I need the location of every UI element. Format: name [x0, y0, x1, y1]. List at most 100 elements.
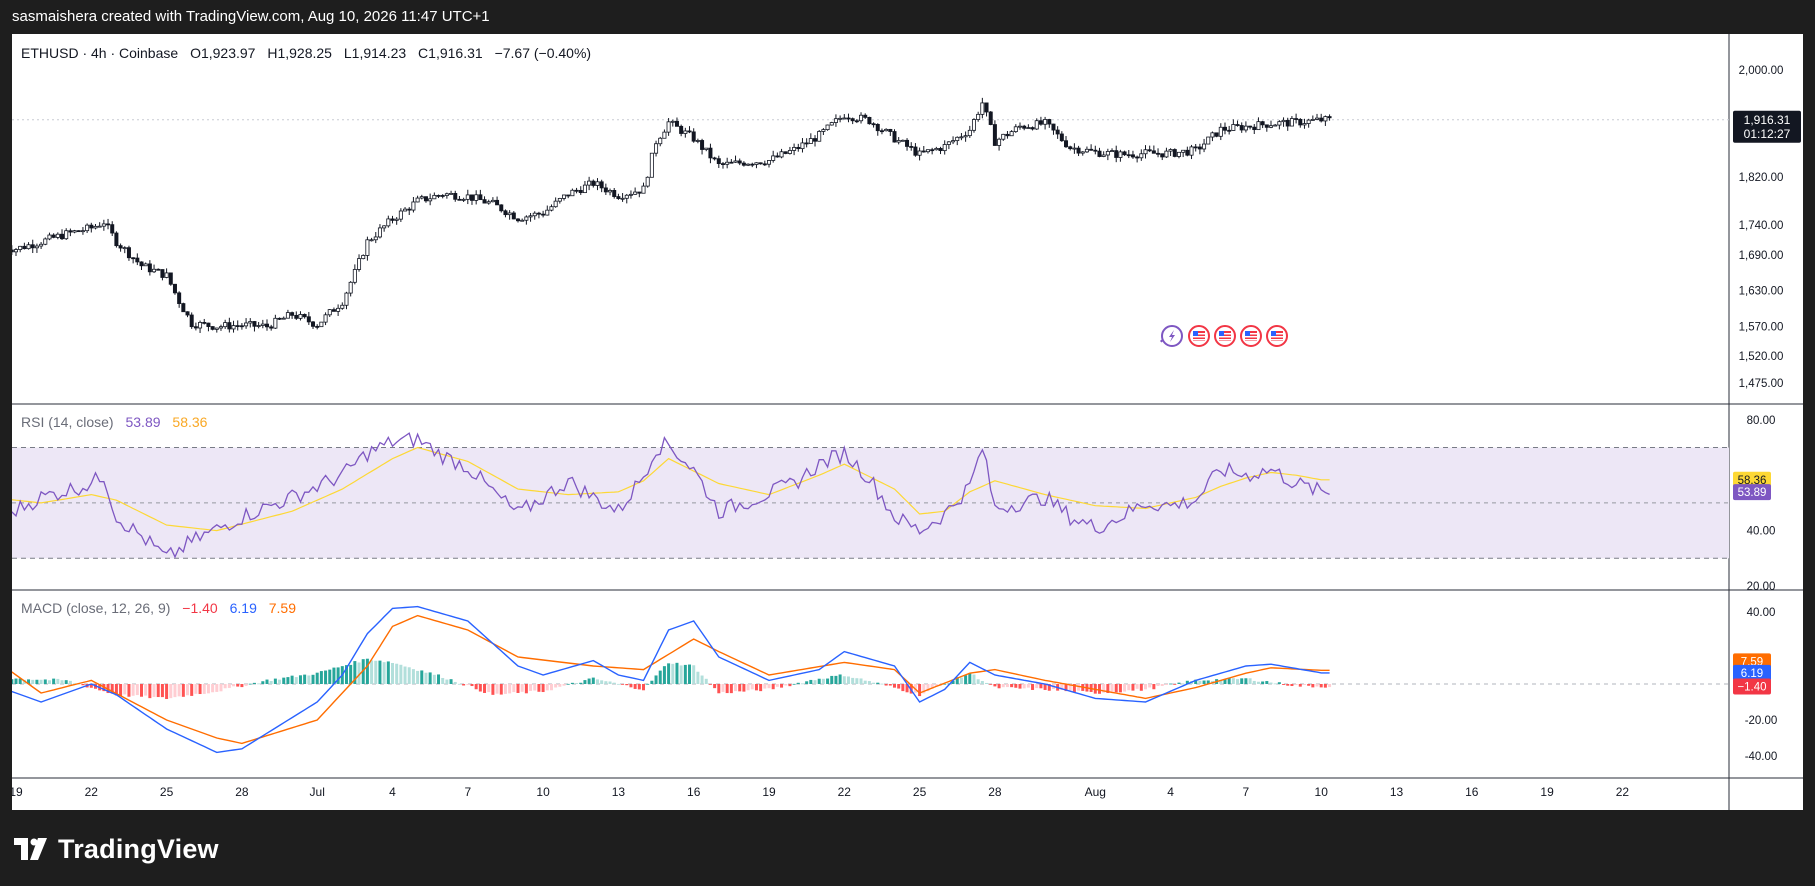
macd-histogram-bar — [549, 684, 553, 691]
candle — [1269, 120, 1274, 129]
rsi-axis-ticks: 80.00 40.00 20.00 — [1747, 415, 1776, 593]
candle — [206, 322, 211, 332]
macd-histogram-bar — [976, 679, 980, 684]
macd-histogram-bar — [851, 677, 855, 684]
candle — [398, 208, 403, 222]
candle — [955, 136, 960, 146]
candle — [758, 162, 763, 165]
candle — [603, 183, 608, 196]
low-value: 1,914.23 — [352, 45, 407, 61]
candle — [415, 195, 420, 203]
candle — [566, 194, 571, 199]
macd-histogram-bar — [1227, 677, 1231, 684]
macd-histogram-bar — [792, 683, 796, 685]
macd-histogram-bar — [566, 683, 570, 685]
candle — [306, 311, 311, 325]
candle — [1214, 132, 1219, 138]
candle — [1072, 143, 1077, 154]
candle — [394, 217, 399, 225]
macd-histogram-bar — [257, 683, 261, 685]
candle — [114, 231, 119, 248]
candle — [331, 307, 336, 312]
candle — [1143, 145, 1148, 159]
svg-text:53.89: 53.89 — [1738, 487, 1767, 499]
candle — [1306, 118, 1311, 128]
macd-histogram-bar — [846, 676, 850, 684]
time-axis-tick-label: 28 — [235, 785, 249, 799]
macd-histogram-bar — [930, 684, 934, 689]
macd-histogram-bar — [901, 684, 905, 692]
macd-histogram-bar — [1102, 684, 1106, 693]
candle — [1055, 126, 1060, 139]
candle — [1281, 117, 1286, 127]
candle — [825, 124, 830, 131]
us-flag-event-icon[interactable] — [1188, 325, 1210, 347]
macd-histogram-bar — [788, 684, 792, 687]
events-row[interactable] — [1160, 325, 1288, 347]
macd-histogram-bar — [194, 684, 198, 694]
candle — [252, 321, 257, 332]
candle — [382, 225, 387, 232]
candle — [896, 137, 901, 145]
macd-histogram-bar — [1144, 684, 1147, 690]
macd-histogram-bar — [897, 684, 901, 689]
macd-histogram-bar — [1206, 680, 1210, 684]
us-flag-event-icon[interactable] — [1240, 325, 1262, 347]
candle — [708, 143, 713, 164]
us-flag-event-icon[interactable] — [1266, 325, 1288, 347]
candle — [971, 118, 976, 133]
macd-histogram-bar — [650, 680, 654, 684]
candle — [1164, 147, 1169, 158]
macd-histogram-bar — [1022, 684, 1026, 689]
candle — [704, 147, 709, 152]
candle — [1260, 120, 1265, 129]
candle — [1105, 148, 1110, 161]
candle — [1197, 143, 1202, 155]
macd-histogram-bar — [206, 684, 210, 694]
macd-histogram-bar — [336, 667, 340, 684]
chart-frame[interactable]: 2,000.001,910.001,820.001,740.001,690.00… — [1, 34, 1803, 810]
candle — [361, 254, 366, 260]
candle — [1264, 124, 1269, 132]
macd-histogram-bar — [951, 680, 955, 684]
macd-histogram-bar — [123, 684, 127, 695]
candle — [1252, 124, 1257, 134]
macd-histogram-bar — [905, 684, 909, 693]
chart-canvas[interactable]: 2,000.001,910.001,820.001,740.001,690.00… — [1, 34, 1803, 810]
candle — [700, 138, 705, 155]
macd-histogram-bar — [420, 670, 424, 684]
rsi-ma-value: 58.36 — [172, 414, 207, 430]
macd-histogram-bar — [1265, 681, 1269, 684]
lightning-event-icon[interactable] — [1160, 325, 1183, 347]
macd-histogram-bar — [675, 662, 679, 684]
macd-histogram-bar — [278, 679, 282, 684]
macd-histogram-bar — [809, 679, 813, 684]
macd-histogram-bar — [662, 666, 666, 684]
macd-axis-tick-label: -20.00 — [1745, 715, 1778, 727]
candle — [1064, 136, 1069, 148]
candle — [260, 319, 265, 329]
macd-histogram-bar — [1060, 684, 1064, 690]
macd-histogram-bar — [282, 677, 286, 684]
price-legend: ETHUSD · 4h · Coinbase O1,923.97 H1,928.… — [21, 45, 591, 61]
candle — [775, 152, 780, 158]
candle — [1248, 125, 1253, 130]
macd-histogram-bar — [365, 658, 369, 684]
macd-histogram-bar — [872, 682, 876, 684]
macd-hist-value: −1.40 — [182, 600, 218, 616]
macd-histogram-bar — [311, 674, 315, 684]
candle — [796, 143, 801, 152]
macd-histogram-bar — [721, 684, 725, 692]
candle — [302, 313, 307, 319]
macd-histogram-bar — [1072, 684, 1076, 693]
macd-histogram-bar — [1001, 684, 1005, 688]
candle — [988, 111, 993, 126]
macd-histogram-bar — [186, 684, 190, 696]
us-flag-event-icon[interactable] — [1214, 325, 1236, 347]
candle — [612, 188, 617, 199]
macd-histogram-bar — [160, 684, 164, 698]
time-axis-tick-label: 25 — [913, 785, 927, 799]
open-value: 1,923.97 — [201, 45, 256, 61]
macd-histogram-bar — [717, 684, 721, 694]
macd-histogram-bar — [800, 683, 804, 685]
